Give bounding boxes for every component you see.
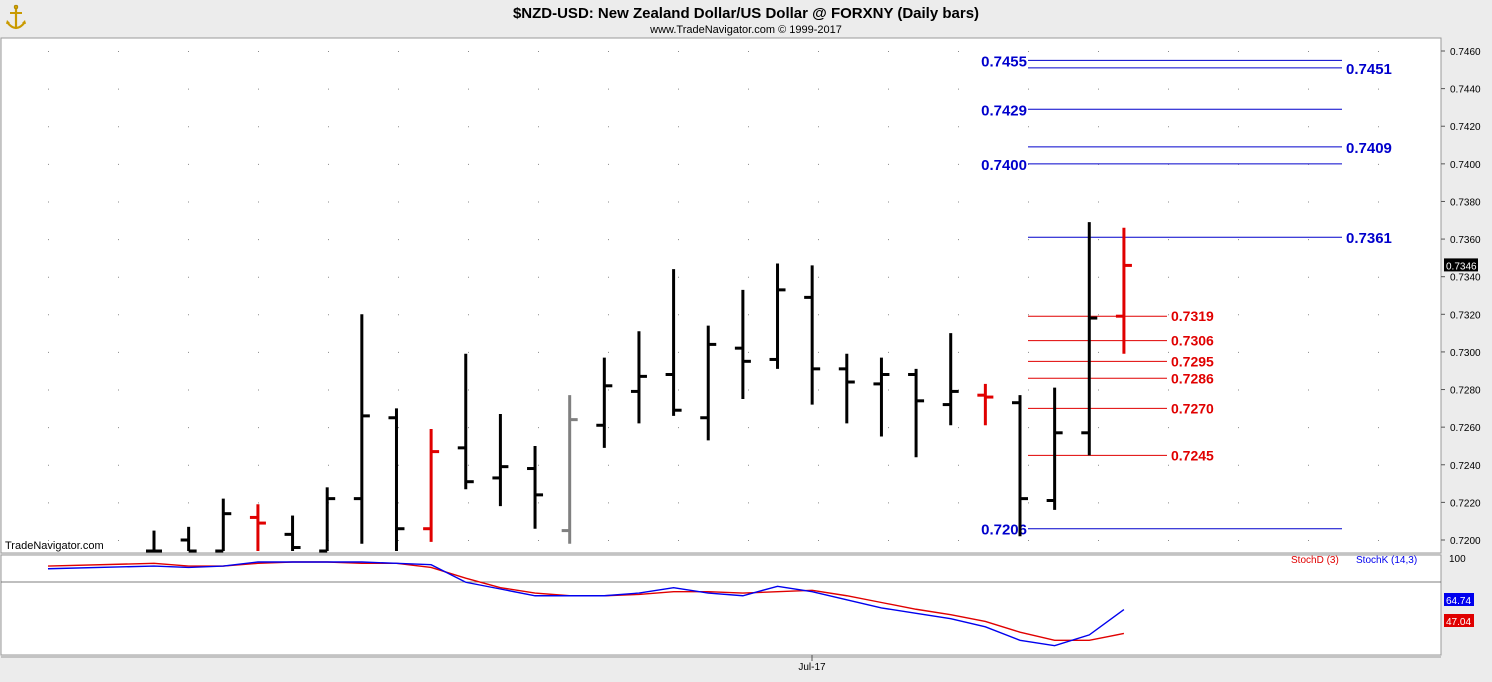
y-axis-tick-label: 0.7360 bbox=[1450, 235, 1481, 246]
ohlc-bar bbox=[215, 498, 232, 553]
header-background bbox=[0, 0, 1492, 38]
ohlc-bar bbox=[1115, 227, 1132, 354]
ohlc-bar bbox=[492, 413, 509, 507]
y-axis-tick-label: 0.7320 bbox=[1450, 310, 1481, 321]
stoch-d-value: 47.04 bbox=[1446, 617, 1471, 628]
last-price-label: 0.7346 bbox=[1446, 261, 1477, 272]
level-lines: 0.7455 0.7451 0.7429 0.7409 0.7400 0.7361 0.72… bbox=[981, 53, 1392, 538]
y-axis-tick-label: 0.7460 bbox=[1450, 47, 1481, 58]
y-axis-tick-label: 0.7340 bbox=[1450, 273, 1481, 284]
blue-level-label: 0.7451 bbox=[1346, 61, 1392, 78]
ohlc-bar bbox=[284, 515, 301, 551]
ohlc-bar bbox=[977, 383, 994, 426]
ohlc-bar bbox=[908, 368, 925, 458]
stoch-d-value-tag: 47.04 bbox=[1444, 614, 1474, 628]
ohlc-bars bbox=[146, 222, 1132, 553]
red-level-label: 0.7306 bbox=[1171, 333, 1214, 349]
x-axis-label: Jul-17 bbox=[798, 662, 826, 673]
y-axis-tick-label: 0.7260 bbox=[1450, 423, 1481, 434]
stoch-axis-100: 100 bbox=[1449, 554, 1466, 565]
blue-level-label: 0.7409 bbox=[1346, 140, 1392, 157]
price-axis: 0.7200 0.7220 0.7240 0.7260 0.7280 0.7300 0.73… bbox=[1441, 47, 1481, 547]
legend-stoch-k: StochK (14,3) bbox=[1356, 555, 1417, 566]
ohlc-bar bbox=[561, 395, 578, 544]
ohlc-bar bbox=[527, 445, 544, 529]
chart-title: $NZD-USD: New Zealand Dollar/US Dollar @… bbox=[513, 5, 979, 22]
stochastic-panel bbox=[0, 554, 1442, 656]
red-level-label: 0.7286 bbox=[1171, 370, 1214, 386]
last-price-tag: 0.7346 bbox=[1444, 258, 1478, 272]
chart-subtitle: www.TradeNavigator.com © 1999-2017 bbox=[649, 24, 842, 36]
ohlc-bar bbox=[1046, 387, 1063, 510]
y-axis-tick-label: 0.7420 bbox=[1450, 122, 1481, 133]
ohlc-bar bbox=[353, 314, 370, 544]
anchor-icon bbox=[6, 4, 26, 30]
ohlc-bar bbox=[700, 325, 717, 441]
blue-level-label: 0.7361 bbox=[1346, 230, 1392, 247]
watermark: TradeNavigator.com bbox=[5, 540, 104, 552]
blue-level-label: 0.7455 bbox=[981, 53, 1027, 70]
ohlc-bar bbox=[319, 487, 336, 553]
ohlc-bar bbox=[942, 333, 959, 426]
ohlc-bar bbox=[873, 357, 890, 437]
stoch-k-line bbox=[47, 561, 1125, 647]
red-level-label: 0.7319 bbox=[1171, 308, 1214, 324]
y-axis-tick-label: 0.7240 bbox=[1450, 461, 1481, 472]
y-axis-tick-label: 0.7440 bbox=[1450, 85, 1481, 96]
stoch-k-value-tag: 64.74 bbox=[1444, 593, 1474, 607]
ohlc-bar bbox=[1012, 395, 1028, 537]
ohlc-bar bbox=[838, 353, 855, 424]
ohlc-bar bbox=[665, 269, 682, 416]
ohlc-bar bbox=[630, 331, 647, 424]
ohlc-bar bbox=[146, 530, 162, 553]
ohlc-bar bbox=[388, 408, 405, 551]
ohlc-bar bbox=[423, 429, 440, 542]
ohlc-bar bbox=[734, 289, 751, 399]
y-axis-tick-label: 0.7380 bbox=[1450, 197, 1481, 208]
ohlc-bar bbox=[596, 357, 613, 448]
y-axis-tick-label: 0.7400 bbox=[1450, 160, 1481, 171]
ohlc-bar bbox=[180, 526, 197, 553]
red-level-label: 0.7270 bbox=[1171, 400, 1214, 416]
blue-level-label: 0.7429 bbox=[981, 102, 1027, 119]
price-panel bbox=[0, 37, 1442, 554]
legend-stoch-d: StochD (3) bbox=[1291, 555, 1339, 566]
ohlc-bar bbox=[769, 263, 786, 369]
stochastic-lines bbox=[47, 561, 1125, 647]
ohlc-bar bbox=[457, 353, 474, 490]
ohlc-bar bbox=[1081, 222, 1098, 456]
blue-level-label: 0.7206 bbox=[981, 522, 1027, 539]
y-axis-tick-label: 0.7220 bbox=[1450, 498, 1481, 509]
ohlc-bar bbox=[249, 504, 266, 551]
ohlc-bar bbox=[804, 265, 821, 405]
y-axis-tick-label: 0.7280 bbox=[1450, 386, 1481, 397]
y-axis-tick-label: 0.7300 bbox=[1450, 348, 1481, 359]
stoch-k-value: 64.74 bbox=[1446, 596, 1471, 607]
red-level-label: 0.7245 bbox=[1171, 447, 1214, 463]
y-axis-tick-label: 0.7200 bbox=[1450, 536, 1481, 547]
red-level-label: 0.7295 bbox=[1171, 353, 1214, 369]
blue-level-label: 0.7400 bbox=[981, 157, 1027, 174]
